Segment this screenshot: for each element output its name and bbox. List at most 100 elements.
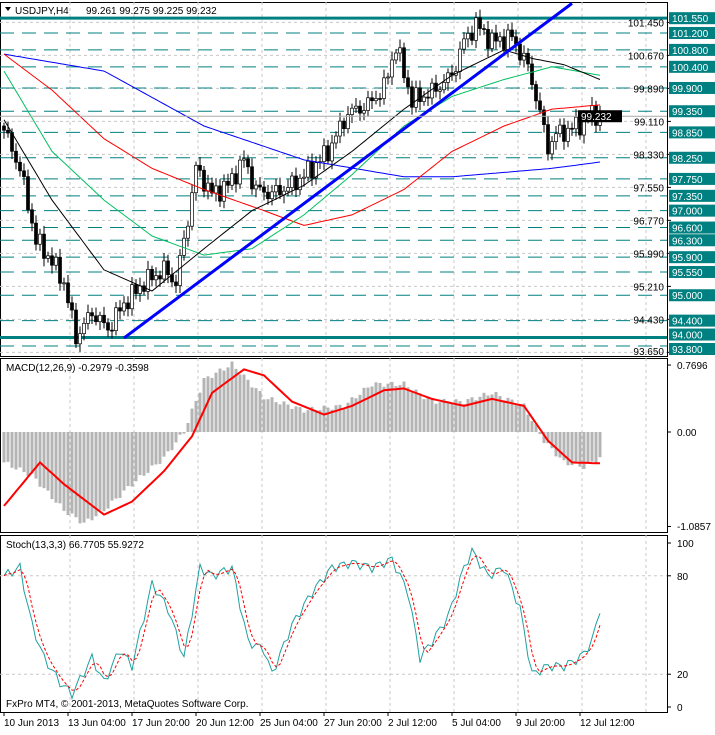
- candle-body: [238, 159, 242, 185]
- candle-body: [470, 33, 474, 41]
- candle-body: [166, 260, 170, 276]
- candle-body: [518, 43, 522, 61]
- candle-body: [374, 98, 378, 102]
- candle-body: [6, 129, 10, 134]
- candle-body: [266, 191, 270, 200]
- candle-body: [498, 36, 502, 42]
- macd-axis-label: 0.7696: [677, 361, 708, 372]
- price-axis-label: 94.430: [633, 315, 664, 326]
- candle-body: [290, 175, 294, 188]
- macd-histogram-bar: [218, 368, 222, 432]
- macd-histogram-bar: [102, 432, 106, 512]
- macd-histogram-bar: [62, 432, 66, 511]
- candle-body: [134, 284, 138, 294]
- macd-histogram-bar: [330, 409, 334, 432]
- macd-histogram-bar: [454, 399, 458, 432]
- macd-histogram-bar: [194, 400, 198, 432]
- candle-body: [538, 100, 542, 111]
- candle-body: [2, 125, 6, 131]
- candle-body: [566, 127, 570, 142]
- macd-histogram-bar: [362, 387, 366, 432]
- price-axis-label: 99.110: [634, 117, 664, 128]
- macd-histogram-bar: [274, 402, 278, 432]
- candle-body: [390, 59, 394, 78]
- level-label-bg: [669, 189, 715, 202]
- macd-histogram-bar: [562, 432, 566, 461]
- level-label: 94.400: [672, 317, 703, 328]
- candle-body: [278, 185, 282, 196]
- candle-body: [322, 145, 326, 163]
- macd-histogram-bar: [394, 386, 398, 432]
- candle-body: [422, 96, 426, 102]
- candle-body: [262, 186, 266, 193]
- macd-histogram-bar: [106, 432, 110, 509]
- macd-histogram-bar: [150, 432, 154, 466]
- macd-axis-label: -1.0857: [677, 522, 711, 533]
- macd-histogram-bar: [590, 432, 594, 462]
- candle-body: [298, 177, 302, 191]
- candle-body: [214, 185, 218, 194]
- stoch-main-line: [3, 546, 601, 701]
- macd-panel[interactable]: 0.7696 0.00 -1.0857 MACD(12,26,9) -0.2979 -…: [0, 358, 712, 533]
- candle-body: [194, 165, 198, 194]
- level-label-bg: [669, 251, 715, 264]
- candle-body: [306, 160, 310, 178]
- candle-body: [206, 182, 210, 192]
- candle-body: [66, 282, 70, 304]
- candle-body: [150, 269, 154, 281]
- candle-body: [574, 116, 578, 130]
- dropdown-arrow-icon[interactable]: [5, 7, 11, 11]
- price-axis-label: 100.670: [628, 51, 665, 62]
- macd-histogram-bar: [242, 374, 246, 432]
- macd-histogram-bar: [450, 403, 454, 432]
- candle-body: [486, 29, 490, 49]
- macd-histogram-bar: [74, 432, 78, 518]
- level-label-bg: [669, 12, 715, 25]
- candle-body: [198, 165, 202, 171]
- macd-histogram-bar: [410, 391, 414, 432]
- macd-histogram-bar: [306, 410, 310, 432]
- candle-body: [222, 180, 226, 202]
- candle-body: [550, 141, 554, 155]
- macd-histogram-bar: [502, 400, 506, 432]
- price-axis-label: 99.890: [633, 84, 664, 95]
- candle-body: [258, 184, 262, 188]
- macd-histogram-bar: [566, 432, 570, 466]
- macd-histogram-bar: [146, 432, 150, 473]
- macd-histogram-bar: [262, 399, 266, 432]
- macd-histogram-bar: [334, 405, 338, 432]
- price-panel[interactable]: 101.450 100.670 99.890 99.110 98.330 97.550 96…: [0, 2, 715, 358]
- macd-histogram-bar: [6, 432, 10, 462]
- level-label-bg: [669, 126, 715, 139]
- level-label-bg: [669, 314, 715, 327]
- macd-histogram-bar: [238, 374, 242, 432]
- macd-histogram-bar: [78, 432, 82, 524]
- macd-histogram-bar: [90, 432, 94, 521]
- candle-body: [546, 124, 550, 155]
- macd-histogram-bar: [434, 403, 438, 432]
- candle-body: [394, 52, 398, 61]
- macd-histogram-bar: [594, 432, 598, 463]
- candle-body: [310, 160, 314, 179]
- macd-histogram-bar: [210, 377, 214, 432]
- macd-histogram-bar: [154, 432, 158, 465]
- stoch-axis-label: 80: [677, 572, 689, 583]
- macd-histogram-bar: [70, 432, 74, 514]
- macd-histogram-bar: [310, 406, 314, 432]
- macd-histogram-bar: [338, 404, 342, 432]
- candle-body: [494, 32, 498, 42]
- candle-body: [130, 284, 134, 310]
- candle-body: [326, 145, 330, 162]
- macd-histogram-bar: [462, 404, 466, 432]
- candle-body: [362, 110, 366, 114]
- candle-body: [186, 225, 190, 239]
- stoch-panel[interactable]: 100 80 20 0 Stoch(13,3,3) 66.7705 55.9272: [0, 535, 694, 714]
- level-label: 97.000: [672, 207, 703, 218]
- macd-histogram-bar: [66, 432, 70, 516]
- macd-histogram-bar: [162, 432, 166, 457]
- macd-histogram-bar: [138, 432, 142, 476]
- price-axis-label: 97.550: [633, 183, 664, 194]
- candle-body: [402, 47, 406, 79]
- candle-body: [530, 63, 534, 85]
- candle-body: [226, 180, 230, 186]
